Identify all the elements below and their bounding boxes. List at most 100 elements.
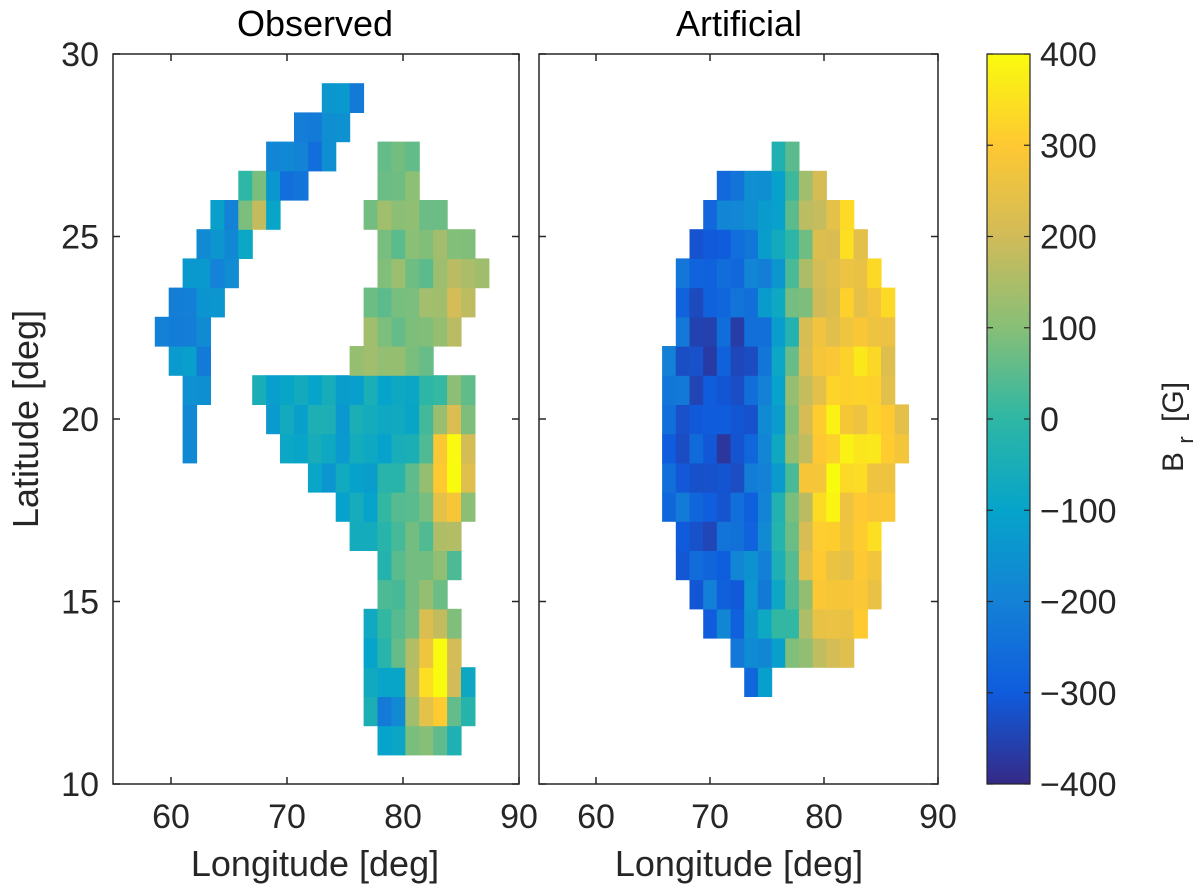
heatmap-cell bbox=[867, 346, 882, 376]
heatmap-cell bbox=[689, 579, 704, 610]
heatmap-cell bbox=[798, 462, 814, 493]
heatmap-cell bbox=[798, 404, 814, 435]
heatmap-cell bbox=[840, 638, 855, 668]
heatmap-cell bbox=[405, 316, 420, 347]
heatmap-cell bbox=[405, 375, 420, 405]
heatmap-cell bbox=[405, 725, 420, 756]
heatmap-cell bbox=[812, 433, 827, 464]
heatmap-cell bbox=[391, 521, 406, 551]
heatmap-cell bbox=[335, 112, 351, 143]
heatmap-cell bbox=[182, 375, 198, 405]
heatmap-cell bbox=[377, 696, 392, 727]
heatmap-cell bbox=[433, 404, 448, 435]
y-tick-label: 30 bbox=[61, 36, 99, 74]
heatmap-cell bbox=[757, 667, 773, 697]
heatmap-cell bbox=[853, 492, 868, 522]
colorbar-tick-label: 400 bbox=[1040, 36, 1097, 74]
heatmap-cell bbox=[433, 579, 448, 610]
heatmap-cell bbox=[881, 316, 896, 347]
heatmap-cell bbox=[377, 667, 392, 697]
heatmap-cell bbox=[785, 404, 800, 435]
heatmap-cell bbox=[703, 550, 718, 581]
heatmap-cell bbox=[867, 404, 882, 435]
heatmap-cell bbox=[881, 375, 896, 405]
heatmap-cell bbox=[730, 200, 745, 230]
heatmap-cell bbox=[675, 404, 691, 435]
heatmap-cell bbox=[785, 141, 800, 172]
heatmap-cell bbox=[853, 346, 868, 376]
heatmap-cell bbox=[771, 258, 786, 289]
heatmap-cell bbox=[252, 170, 267, 201]
heatmap-cell bbox=[771, 346, 786, 376]
heatmap-cell bbox=[238, 229, 253, 259]
heatmap-cell bbox=[433, 550, 448, 581]
heatmap-cell bbox=[377, 346, 392, 376]
heatmap-cell bbox=[867, 287, 882, 318]
heatmap-cell bbox=[182, 316, 198, 347]
heatmap-cell bbox=[840, 316, 855, 347]
heatmap-cell bbox=[716, 229, 732, 259]
heatmap-cell bbox=[785, 346, 800, 376]
heatmap-cell bbox=[744, 375, 759, 405]
heatmap-cell bbox=[391, 638, 406, 668]
heatmap-cell bbox=[405, 404, 420, 435]
heatmap-cell bbox=[182, 433, 198, 464]
heatmap-cell bbox=[785, 638, 800, 668]
heatmap-cell bbox=[785, 258, 800, 289]
heatmap-cell bbox=[280, 375, 295, 405]
heatmap-cell bbox=[405, 346, 420, 376]
heatmap-cell bbox=[405, 200, 420, 230]
heatmap-cell bbox=[294, 170, 309, 201]
heatmap-cell bbox=[675, 462, 691, 493]
heatmap-cell bbox=[867, 462, 882, 493]
heatmap-cell bbox=[447, 462, 462, 493]
y-tick-label: 20 bbox=[61, 401, 99, 439]
heatmap-cell bbox=[744, 170, 759, 201]
heatmap-cell bbox=[433, 462, 448, 493]
heatmap-cell bbox=[196, 346, 211, 376]
heatmap-cell bbox=[447, 667, 462, 697]
heatmap-cell bbox=[377, 638, 392, 668]
heatmap-cell bbox=[826, 287, 841, 318]
heatmap-cell bbox=[405, 141, 420, 172]
heatmap-cell bbox=[730, 608, 745, 639]
heatmap-cell bbox=[419, 492, 434, 522]
heatmap-cell bbox=[196, 258, 211, 289]
heatmap-cell bbox=[840, 462, 855, 493]
heatmap-cell bbox=[785, 608, 800, 639]
heatmap-cell bbox=[391, 229, 406, 259]
heatmap-cell bbox=[703, 346, 718, 376]
heatmap-cell bbox=[154, 316, 170, 347]
x-tick-label: 80 bbox=[384, 798, 422, 836]
heatmap-cell bbox=[881, 462, 896, 493]
heatmap-cell bbox=[716, 258, 732, 289]
heatmap-cell bbox=[826, 579, 841, 610]
heatmap-cell bbox=[771, 287, 786, 318]
heatmap-cell bbox=[716, 375, 732, 405]
heatmap-cell bbox=[840, 375, 855, 405]
heatmap-cell bbox=[294, 141, 309, 172]
heatmap-cell bbox=[840, 229, 855, 259]
heatmap-cell bbox=[757, 638, 773, 668]
heatmap-cell bbox=[703, 200, 718, 230]
colorbar-label-unit: [G] bbox=[1157, 382, 1190, 422]
heatmap-cell bbox=[461, 492, 476, 522]
heatmap-cell bbox=[867, 492, 882, 522]
heatmap-cell bbox=[703, 608, 718, 639]
heatmap-cell bbox=[716, 433, 732, 464]
heatmap-cell bbox=[447, 404, 462, 435]
heatmap-cell bbox=[447, 608, 462, 639]
y-tick-label: 10 bbox=[61, 766, 99, 804]
x-tick-label: 60 bbox=[577, 798, 615, 836]
heatmap-cell bbox=[363, 638, 379, 668]
colorbar-tick-label: −100 bbox=[1040, 492, 1117, 530]
heatmap-cell bbox=[377, 316, 392, 347]
heatmap-cell bbox=[182, 287, 198, 318]
heatmap-cell bbox=[461, 287, 476, 318]
x-tick-label: 60 bbox=[152, 798, 190, 836]
heatmap-cell bbox=[405, 462, 420, 493]
heatmap-cells-artificial bbox=[662, 141, 909, 697]
heatmap-cell bbox=[771, 375, 786, 405]
panel-observed: Observed 60 70 80 90 10 15 20 25 30 Longitude [d… bbox=[5, 3, 538, 884]
x-tick-label: 90 bbox=[919, 798, 957, 836]
